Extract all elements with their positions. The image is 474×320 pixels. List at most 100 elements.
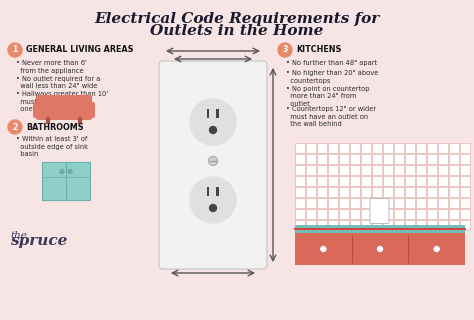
- Bar: [362, 220, 372, 229]
- Bar: [438, 175, 448, 186]
- Bar: [295, 220, 306, 229]
- Bar: [318, 142, 328, 153]
- Circle shape: [204, 113, 222, 131]
- Bar: [449, 197, 459, 207]
- Text: 1: 1: [12, 45, 18, 54]
- Bar: [295, 197, 306, 207]
- Bar: [339, 154, 349, 164]
- Circle shape: [210, 204, 217, 212]
- Circle shape: [68, 170, 72, 173]
- Bar: [339, 175, 349, 186]
- FancyBboxPatch shape: [159, 61, 267, 269]
- Bar: [350, 154, 361, 164]
- Bar: [428, 187, 438, 196]
- Bar: [350, 220, 361, 229]
- Text: • No further than 48" apart: • No further than 48" apart: [286, 60, 377, 66]
- Bar: [217, 109, 219, 118]
- Circle shape: [190, 177, 236, 223]
- Bar: [405, 175, 416, 186]
- Bar: [295, 154, 306, 164]
- Bar: [350, 164, 361, 174]
- Circle shape: [210, 126, 217, 133]
- Bar: [438, 209, 448, 219]
- Circle shape: [204, 191, 222, 209]
- Bar: [428, 197, 438, 207]
- Circle shape: [190, 99, 236, 145]
- Bar: [394, 209, 404, 219]
- Text: spruce: spruce: [10, 234, 67, 248]
- Bar: [217, 187, 219, 196]
- Circle shape: [434, 246, 439, 252]
- Text: • Within at least 3' of
  outside edge of sink
  basin: • Within at least 3' of outside edge of …: [16, 136, 88, 157]
- Bar: [307, 154, 317, 164]
- Bar: [373, 197, 383, 207]
- FancyBboxPatch shape: [84, 102, 95, 118]
- Bar: [394, 164, 404, 174]
- Bar: [394, 175, 404, 186]
- Text: • No point on countertop
  more than 24" from
  outlet: • No point on countertop more than 24" f…: [286, 85, 370, 107]
- Text: 2: 2: [12, 123, 18, 132]
- Bar: [383, 197, 393, 207]
- Text: BATHROOMS: BATHROOMS: [26, 123, 83, 132]
- Bar: [428, 209, 438, 219]
- Bar: [438, 187, 448, 196]
- Bar: [328, 154, 338, 164]
- Bar: [417, 175, 427, 186]
- FancyBboxPatch shape: [36, 102, 92, 120]
- Bar: [428, 175, 438, 186]
- Circle shape: [195, 181, 231, 218]
- Bar: [362, 187, 372, 196]
- Bar: [318, 164, 328, 174]
- Bar: [339, 220, 349, 229]
- Bar: [405, 220, 416, 229]
- Circle shape: [192, 179, 234, 221]
- Bar: [339, 197, 349, 207]
- Circle shape: [321, 246, 326, 252]
- Bar: [307, 209, 317, 219]
- Text: Outlets in the Home: Outlets in the Home: [150, 24, 324, 38]
- FancyBboxPatch shape: [36, 95, 92, 108]
- Bar: [328, 175, 338, 186]
- Bar: [405, 187, 416, 196]
- Bar: [461, 164, 471, 174]
- Bar: [461, 209, 471, 219]
- Circle shape: [8, 43, 22, 57]
- Bar: [295, 175, 306, 186]
- Circle shape: [195, 104, 231, 140]
- Circle shape: [201, 110, 225, 133]
- Bar: [307, 175, 317, 186]
- Circle shape: [199, 186, 227, 214]
- Bar: [428, 220, 438, 229]
- Bar: [417, 220, 427, 229]
- Bar: [373, 164, 383, 174]
- Bar: [328, 187, 338, 196]
- Bar: [449, 164, 459, 174]
- Bar: [295, 187, 306, 196]
- Bar: [449, 142, 459, 153]
- Bar: [383, 164, 393, 174]
- Bar: [373, 142, 383, 153]
- Bar: [383, 154, 393, 164]
- Text: • Never more than 6'
  from the appliance: • Never more than 6' from the appliance: [16, 60, 87, 74]
- Bar: [318, 175, 328, 186]
- Bar: [449, 209, 459, 219]
- Bar: [339, 187, 349, 196]
- Bar: [295, 142, 306, 153]
- Bar: [428, 142, 438, 153]
- Bar: [373, 209, 383, 219]
- Text: • No higher than 20" above
  countertops: • No higher than 20" above countertops: [286, 70, 378, 84]
- Bar: [318, 220, 328, 229]
- Bar: [461, 175, 471, 186]
- Bar: [350, 209, 361, 219]
- Bar: [383, 175, 393, 186]
- Bar: [373, 154, 383, 164]
- Circle shape: [8, 120, 22, 134]
- Text: • Countertops 12" or wider
  must have an outlet on
  the wall behind: • Countertops 12" or wider must have an …: [286, 107, 376, 127]
- Bar: [362, 164, 372, 174]
- Bar: [417, 209, 427, 219]
- Bar: [328, 142, 338, 153]
- Bar: [405, 197, 416, 207]
- Circle shape: [377, 246, 383, 252]
- Circle shape: [190, 177, 236, 223]
- Bar: [417, 187, 427, 196]
